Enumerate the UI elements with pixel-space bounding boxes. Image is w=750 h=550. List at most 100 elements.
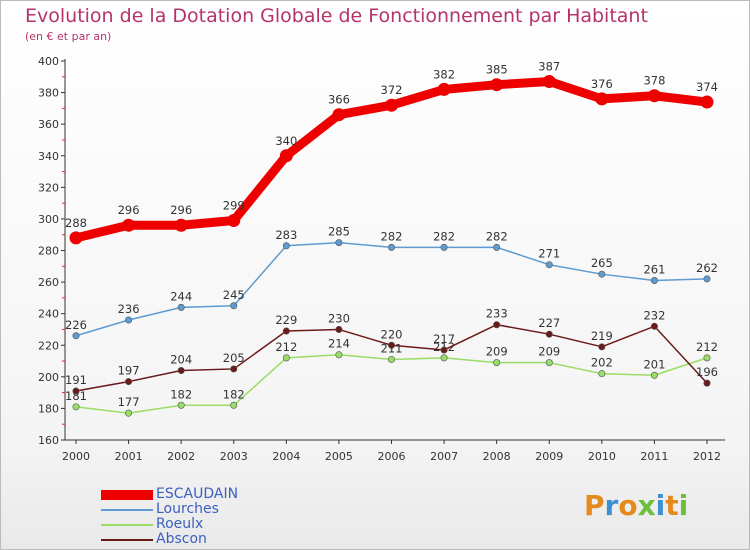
data-label: 385 [486,63,508,77]
data-point [493,243,501,251]
data-point [493,359,501,367]
data-point [177,401,185,409]
data-point [177,303,185,311]
data-point [650,322,658,330]
data-point [230,401,238,409]
series-escaudain: 288 296 296 299 340 366 372 382 385 387 376 378 374 [65,60,718,245]
data-label: 288 [65,216,87,230]
data-label: 285 [328,225,350,239]
data-point [650,371,658,379]
data-point [700,95,714,109]
series-abscon: 191 197 204 205 229 230 220 217 233 227 219 232 196 [65,307,718,395]
y-tick-label: 380 [38,87,59,100]
data-label: 374 [696,80,718,94]
x-tick-label: 2008 [483,450,511,463]
data-point [440,354,448,362]
series-lourches: 226 236 244 245 283 285 282 282 282 271 265 261 262 [65,225,718,340]
data-label: 220 [381,327,403,341]
x-tick-label: 2007 [430,450,458,463]
legend-label: Roeulx [156,516,204,532]
y-tick-label: 200 [38,371,59,384]
data-point [227,213,241,227]
logo-letter: t [665,489,679,522]
data-label: 191 [65,373,87,387]
x-tick-label: 2012 [693,450,721,463]
data-label: 209 [486,345,508,359]
data-point [230,365,238,373]
legend-swatch [101,508,153,511]
data-label: 282 [381,229,403,243]
y-tick-label: 180 [38,402,59,415]
x-tick-label: 2001 [115,450,143,463]
data-label: 230 [328,311,350,325]
data-label: 177 [118,395,140,409]
data-label: 204 [170,353,192,367]
data-point [595,92,609,106]
series-roeulx: 181177182182212214211212209209202201212 [65,337,718,417]
data-label: 202 [591,356,613,370]
data-point [72,403,80,411]
y-tick-label: 240 [38,308,59,321]
data-label: 233 [486,307,508,321]
data-label: 283 [275,228,297,242]
x-tick-label: 2010 [588,450,616,463]
data-label: 217 [433,332,455,346]
y-tick-label: 320 [38,181,59,194]
data-point [69,231,83,245]
data-point [647,89,661,103]
data-point [598,270,606,278]
data-label: 261 [643,263,665,277]
data-label: 262 [696,261,718,275]
data-point [545,330,553,338]
x-tick-label: 2004 [272,450,300,463]
data-point [703,275,711,283]
data-label: 229 [275,313,297,327]
data-point [703,379,711,387]
y-tick-label: 400 [38,55,59,68]
data-label: 372 [381,83,403,97]
data-label: 214 [328,337,350,351]
logo-letter: P [584,489,605,522]
data-label: 244 [170,289,192,303]
data-point [387,341,395,349]
y-tick-label: 280 [38,245,59,258]
data-point [72,387,80,395]
data-label: 182 [170,387,192,401]
data-label: 209 [538,345,560,359]
data-point [598,343,606,351]
data-point [598,370,606,378]
data-label: 232 [643,308,665,322]
data-point [650,277,658,285]
data-label: 296 [118,203,140,217]
x-tick-label: 2006 [378,450,406,463]
data-label: 296 [170,203,192,217]
chart-subtitle: (en € et par an) [25,30,112,43]
data-label: 387 [538,60,560,74]
y-tick-label: 160 [38,434,59,447]
data-label: 282 [486,229,508,243]
data-label: 265 [591,256,613,270]
legend-label: Abscon [156,531,207,547]
data-label: 376 [591,77,613,91]
data-point [440,346,448,354]
data-label: 182 [223,387,245,401]
data-point [335,239,343,247]
data-point [335,325,343,333]
legend-swatch [101,538,153,541]
data-label: 340 [275,134,297,148]
data-label: 181 [65,389,87,403]
logo-letter: i [678,489,689,522]
data-point [125,378,133,386]
data-point [282,354,290,362]
data-label: 366 [328,93,350,107]
data-label: 226 [65,318,87,332]
data-point [703,354,711,362]
data-label: 227 [538,316,560,330]
data-point [387,243,395,251]
x-tick-label: 2011 [640,450,668,463]
y-tick-label: 340 [38,150,59,163]
data-label: 382 [433,67,455,81]
data-point [437,82,451,96]
